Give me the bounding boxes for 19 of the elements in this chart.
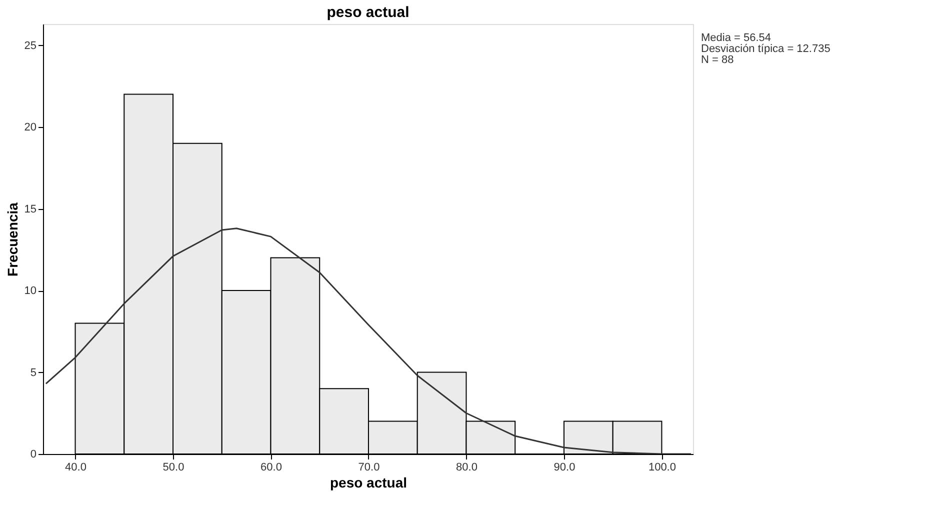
y-tick-label: 5 xyxy=(30,366,36,379)
x-tick-label: 100.0 xyxy=(648,462,676,474)
x-tick-label: 40.0 xyxy=(65,462,86,474)
x-tick-label: 60.0 xyxy=(260,462,282,474)
y-tick-label: 10 xyxy=(24,285,36,297)
y-tick-label: 25 xyxy=(24,40,36,52)
x-tick-label: 70.0 xyxy=(358,462,380,474)
chart-title: peso actual xyxy=(326,4,410,21)
text: N = 88 xyxy=(701,54,734,66)
x-tick-label: 50.0 xyxy=(162,462,184,474)
x-tick-label: 80.0 xyxy=(456,462,478,474)
text: Media = 56.54 xyxy=(701,32,772,44)
x-axis-title: peso actual xyxy=(330,474,408,490)
text: Desviación típica = 12.735 xyxy=(701,43,830,55)
x-tick-label: 90.0 xyxy=(554,462,576,474)
y-tick-label: 0 xyxy=(30,448,36,460)
y-tick-label: 15 xyxy=(24,203,36,216)
y-axis-title: Frecuencia xyxy=(4,202,20,276)
y-tick-label: 20 xyxy=(24,122,36,134)
